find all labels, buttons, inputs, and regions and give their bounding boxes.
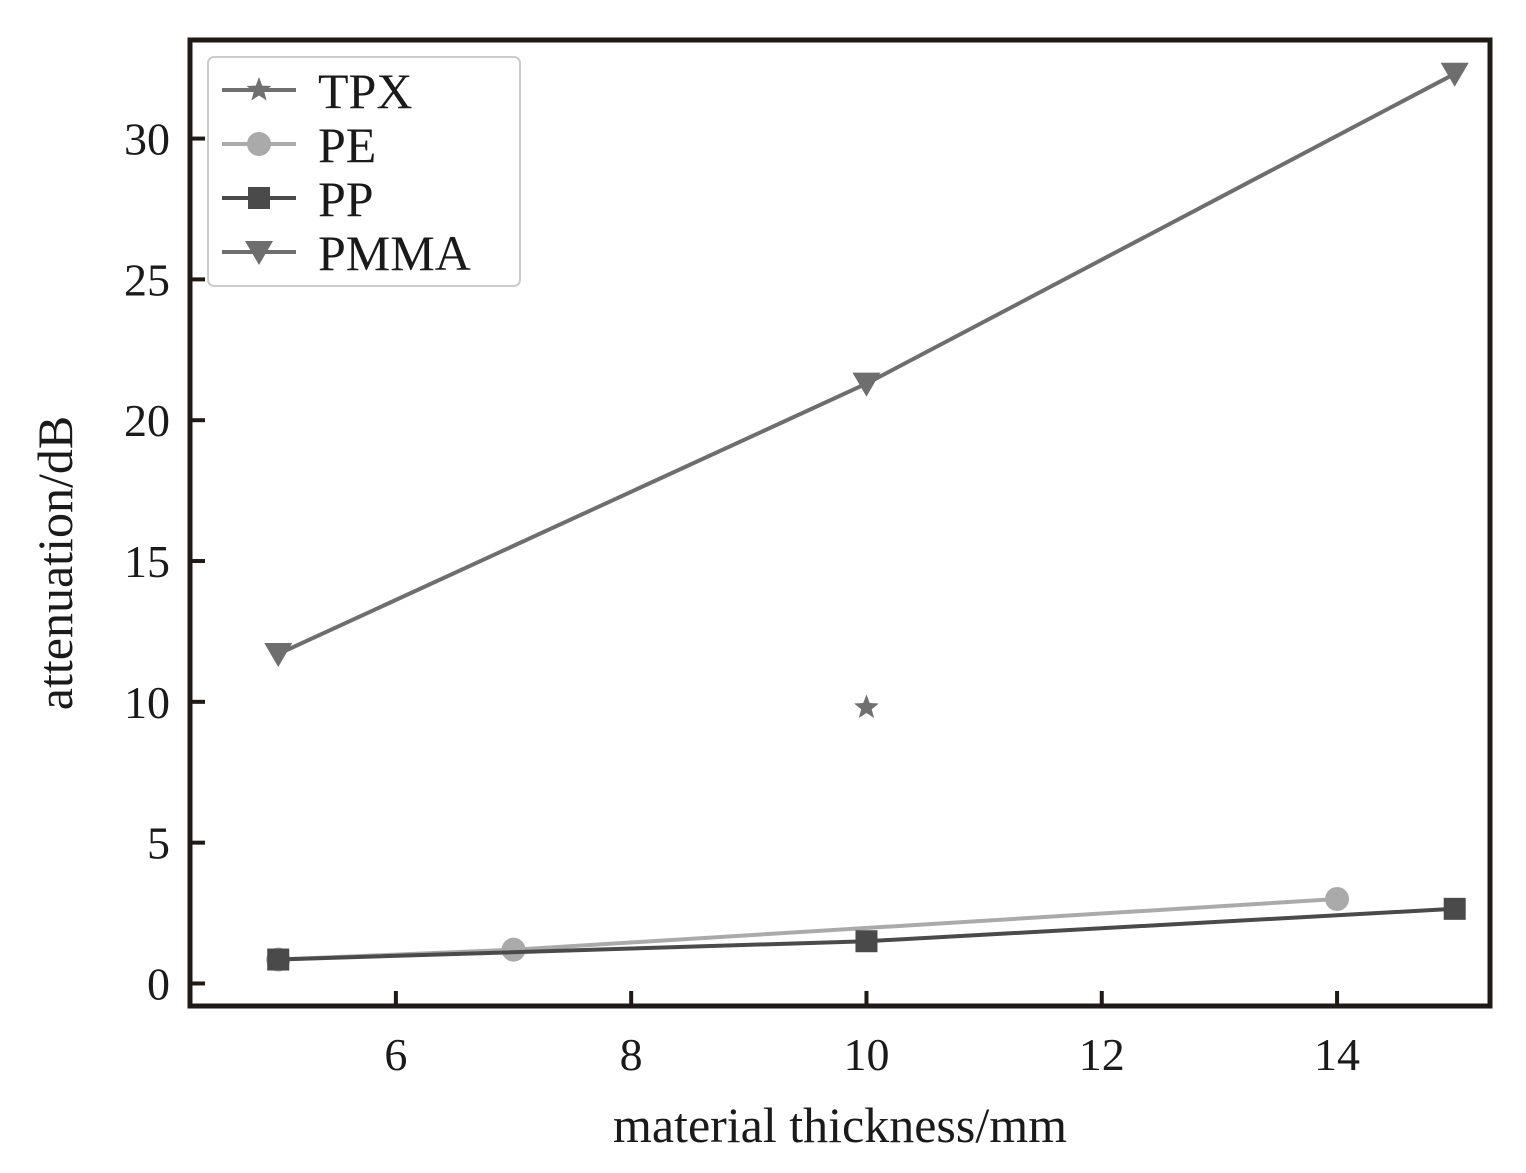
x-axis-ticks: 6 8 10 12 14 (384, 991, 1360, 1080)
series-pp (267, 897, 1466, 971)
legend-label-pmma: PMMA (318, 225, 471, 281)
y-tick-label: 5 (147, 818, 170, 869)
x-tick-label: 10 (843, 1029, 889, 1080)
point-pmma (1440, 62, 1469, 87)
point-pp (1443, 897, 1466, 920)
point-pmma (264, 642, 293, 667)
series-line-pe (278, 897, 1338, 962)
legend-marker-pmma (245, 241, 273, 265)
legend-item-pp: PP (222, 171, 374, 227)
y-tick-label: 15 (124, 536, 170, 587)
point-pe (1325, 886, 1350, 911)
y-tick-label: 0 (147, 958, 170, 1009)
legend-label-tpx: TPX (318, 63, 412, 119)
point-pmma (852, 372, 881, 397)
legend-marker-tpx (246, 77, 272, 101)
x-axis-title: material thickness/mm (613, 1097, 1067, 1153)
legend-label-pp: PP (318, 171, 374, 227)
x-tick-label: 8 (620, 1029, 643, 1080)
y-tick-label: 25 (124, 254, 170, 305)
legend-item-pmma: PMMA (222, 225, 471, 281)
point-tpx (854, 694, 879, 718)
plot-frame (187, 37, 1493, 1009)
y-tick-label: 10 (124, 677, 170, 728)
point-pe (501, 937, 526, 962)
series-tpx (854, 694, 879, 718)
legend-item-tpx: TPX (222, 63, 412, 119)
x-tick-label: 14 (1314, 1029, 1360, 1080)
y-axis-ticks: 0 5 10 15 20 25 30 (124, 114, 205, 1009)
x-tick-label: 12 (1079, 1029, 1125, 1080)
plot-content (264, 62, 1469, 972)
legend-item-pe: PE (222, 117, 376, 173)
y-axis-title: attenuation/dB (27, 416, 83, 710)
point-pp (267, 948, 290, 971)
legend-label-pe: PE (318, 117, 376, 173)
series-pe (266, 886, 1350, 972)
x-tick-label: 6 (384, 1029, 407, 1080)
series-pmma (264, 62, 1469, 667)
legend-marker-pe (247, 132, 271, 156)
legend-marker-pp (248, 187, 270, 209)
y-tick-label: 20 (124, 395, 170, 446)
point-pp (855, 930, 878, 953)
legend-box (207, 56, 521, 287)
y-tick-label: 30 (124, 114, 170, 165)
